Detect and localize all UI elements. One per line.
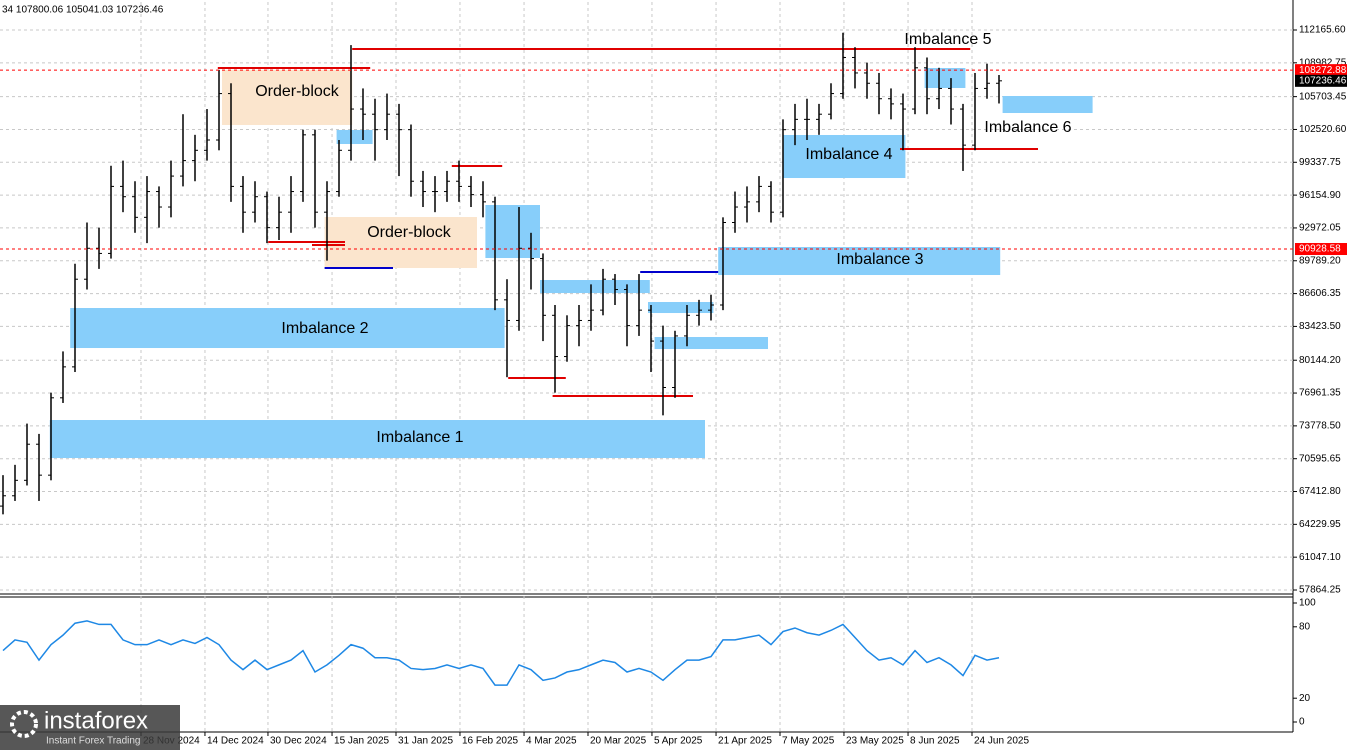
y-tick-label: 100 <box>1299 598 1316 609</box>
x-tick-label: 16 Feb 2025 <box>462 736 519 747</box>
zone <box>783 135 906 179</box>
x-tick-label: 7 May 2025 <box>782 736 835 747</box>
x-tick-label: 21 Apr 2025 <box>718 736 772 747</box>
price-tag-label: 108272.88 <box>1299 65 1347 76</box>
zone <box>485 205 540 259</box>
x-tick-label: 5 Apr 2025 <box>654 736 703 747</box>
zone-label: Imbalance 5 <box>904 31 991 48</box>
price-tag-label: 107236.46 <box>1299 75 1347 86</box>
zone-label: Imbalance 3 <box>836 251 923 268</box>
zone-label: Imbalance 2 <box>281 320 368 337</box>
watermark-brand: instaforex <box>44 707 148 734</box>
header: 34 107800.06 105041.03 107236.46 <box>2 5 164 16</box>
zone <box>718 247 1001 276</box>
price-tag <box>1295 74 1347 87</box>
y-tick-label: 96154.90 <box>1299 190 1341 201</box>
y-tick-label: 61047.10 <box>1299 552 1341 563</box>
y-tick-label: 70595.65 <box>1299 453 1341 464</box>
y-tick-label: 99337.75 <box>1299 157 1341 168</box>
zone-label: Imbalance 4 <box>805 146 892 163</box>
zone <box>648 302 714 314</box>
y-tick-label: 105703.45 <box>1299 91 1347 102</box>
watermark-tagline: Instant Forex Trading <box>46 736 141 747</box>
y-tick-label: 80 <box>1299 621 1311 632</box>
y-tick-label: 112165.60 <box>1299 25 1346 36</box>
y-tick-label: 57864.25 <box>1299 585 1341 596</box>
zone <box>70 308 505 349</box>
y-tick-label: 64229.95 <box>1299 519 1341 530</box>
zone <box>324 217 477 269</box>
y-tick-label: 76961.35 <box>1299 388 1341 399</box>
y-tick-label: 0 <box>1299 717 1305 728</box>
zone <box>49 420 706 459</box>
price-tag-label: 90928.58 <box>1299 244 1341 255</box>
indicator-line <box>2 620 1000 686</box>
y-tick-label: 102520.60 <box>1299 124 1347 135</box>
zone <box>222 70 353 126</box>
y-tick-label: 89789.20 <box>1299 255 1341 266</box>
x-tick-label: 14 Dec 2024 <box>207 736 264 747</box>
watermark-icon <box>10 710 38 738</box>
zone-label: Imbalance 6 <box>984 119 1071 136</box>
zone-label: Order-block <box>367 224 452 241</box>
price-tag <box>1295 243 1347 256</box>
zone <box>336 130 373 145</box>
y-tick-label: 86606.35 <box>1299 288 1341 299</box>
y-tick-label: 20 <box>1299 693 1311 704</box>
y-tick-label: 67412.80 <box>1299 486 1341 497</box>
price-tag <box>1295 64 1347 77</box>
x-tick-label: 20 Mar 2025 <box>590 736 647 747</box>
x-tick-label: 4 Mar 2025 <box>526 736 577 747</box>
y-tick-label: 80144.20 <box>1299 355 1341 366</box>
x-tick-label: 8 Jun 2025 <box>910 736 960 747</box>
zone-label: Order-block <box>255 83 340 100</box>
x-tick-label: 31 Jan 2025 <box>398 736 453 747</box>
y-tick-label: 92972.05 <box>1299 223 1341 234</box>
y-tick-label: 83423.50 <box>1299 321 1341 332</box>
watermark-box <box>0 705 180 750</box>
zone <box>654 337 768 350</box>
x-tick-label: 23 May 2025 <box>846 736 904 747</box>
x-tick-label: 30 Dec 2024 <box>270 736 327 747</box>
zone <box>540 280 650 294</box>
zone <box>924 68 966 88</box>
zone-label: Imbalance 1 <box>376 429 463 446</box>
x-tick-label: 24 Jun 2025 <box>974 736 1029 747</box>
y-tick-label: 108982.75 <box>1299 57 1347 68</box>
x-tick-label: 15 Jan 2025 <box>334 736 389 747</box>
y-tick-label: 73778.50 <box>1299 421 1341 432</box>
zone <box>1002 96 1093 114</box>
